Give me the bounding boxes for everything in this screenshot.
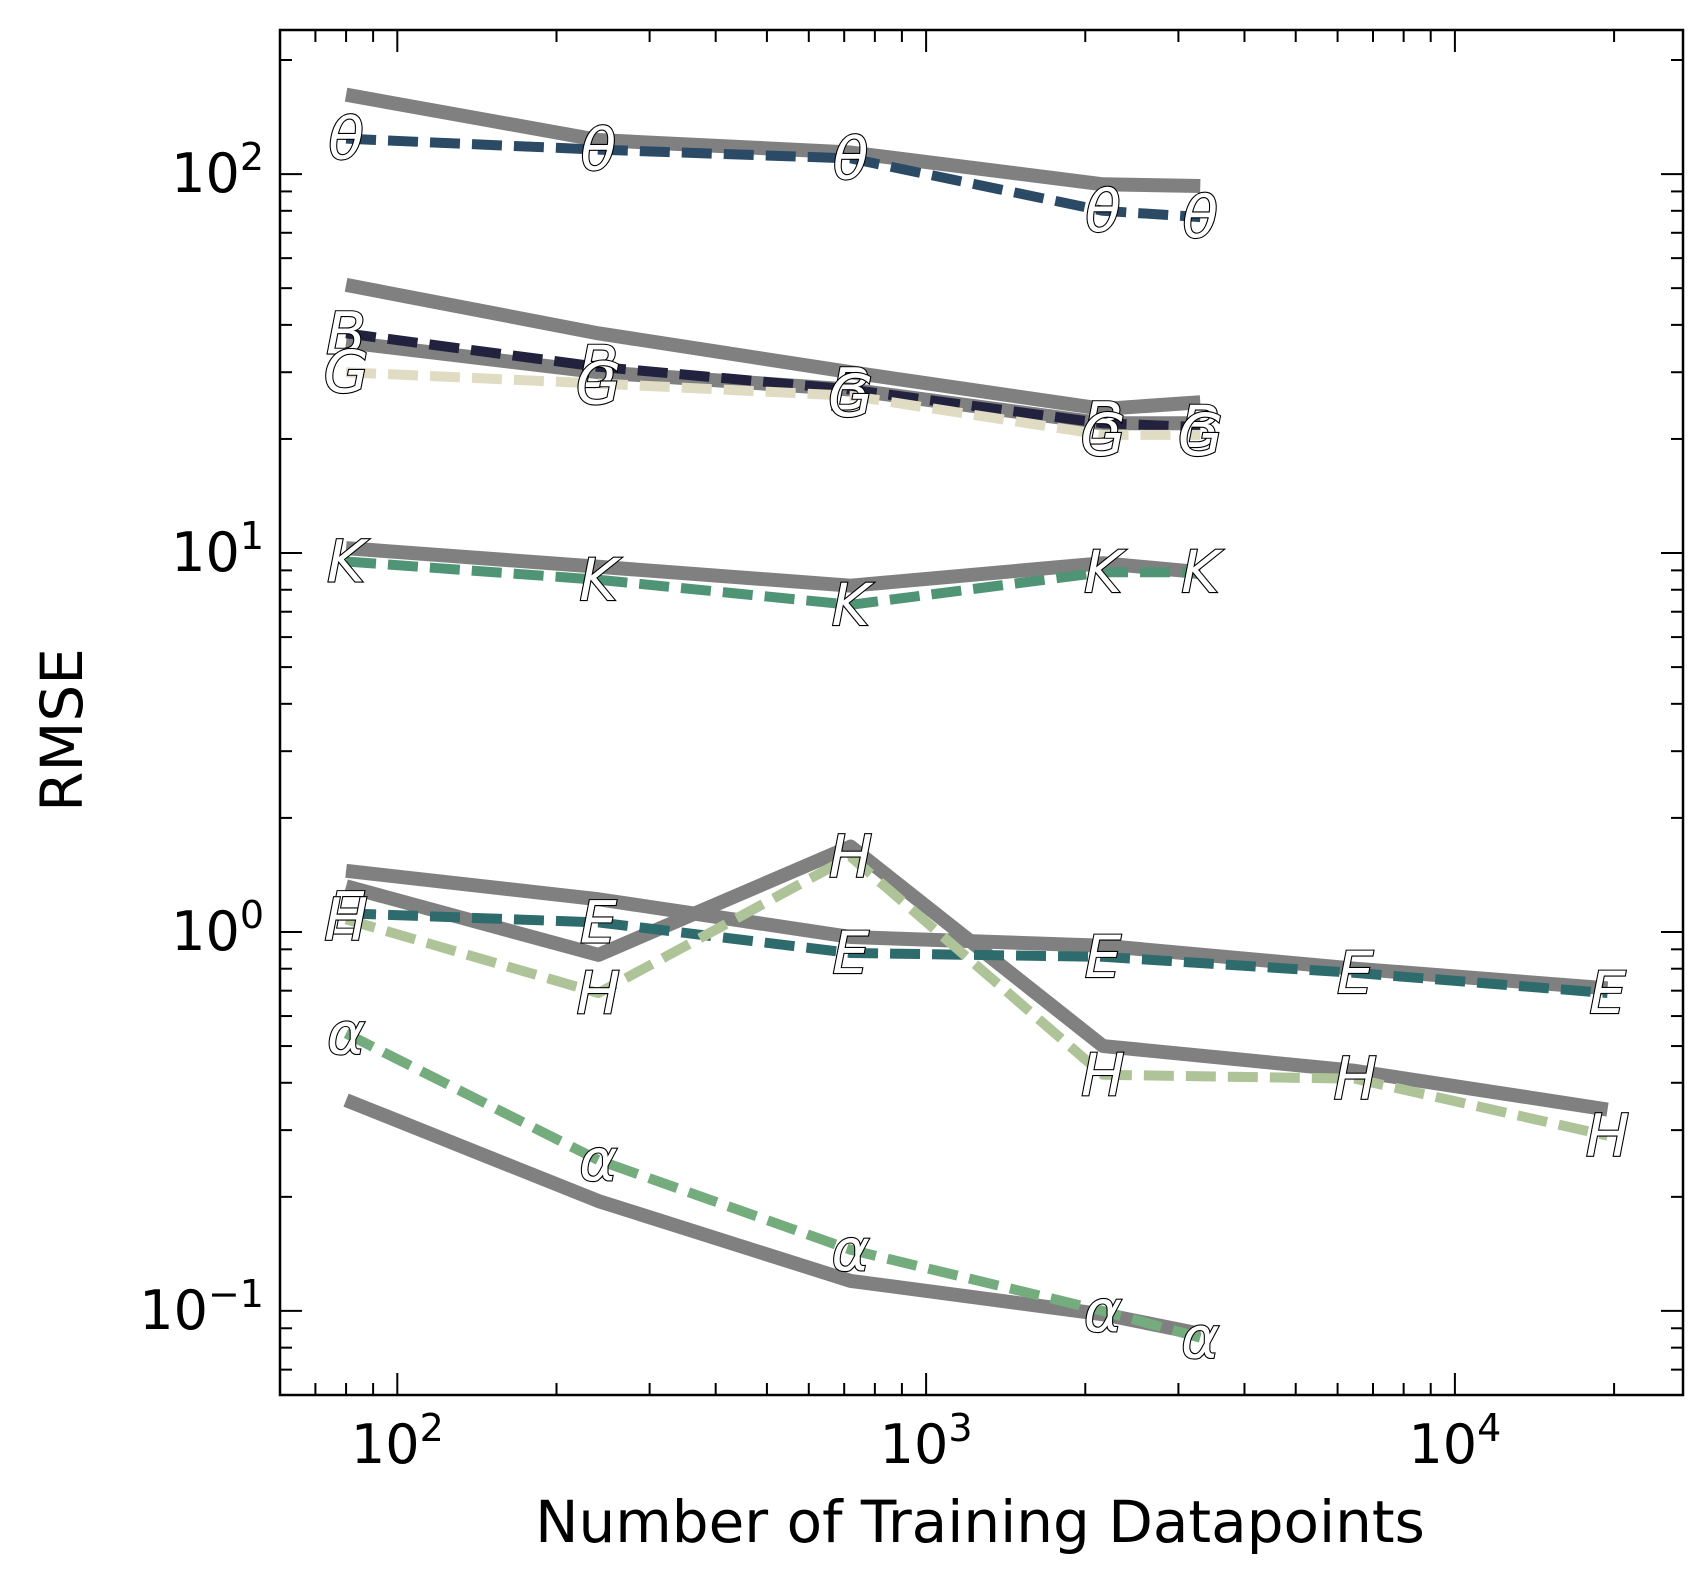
series-line-4 — [345, 908, 1608, 999]
x-tick-label: 104 — [1408, 1406, 1501, 1476]
point-label-0-4: θ — [1183, 183, 1219, 251]
y-tick-label: 100 — [171, 893, 264, 963]
point-label-6-3: α — [1084, 1277, 1122, 1345]
point-label-5-4: H — [1333, 1045, 1377, 1113]
point-label-2-4: G — [1178, 401, 1223, 469]
point-label-4-2: E — [832, 919, 869, 987]
point-label-1-2: B — [831, 356, 871, 424]
reference-line-0 — [344, 87, 1201, 194]
point-label-5-3: H — [1081, 1041, 1125, 1109]
point-label-3-4: K — [1181, 538, 1223, 606]
reference-line-5 — [344, 839, 1609, 1117]
point-label-3-0: K — [327, 527, 369, 595]
point-label-2-0: G — [324, 338, 369, 406]
point-label-6-2: α — [832, 1216, 870, 1284]
point-label-4-5: E — [1589, 959, 1626, 1027]
point-label-2-1: G — [576, 350, 621, 418]
series-line-0 — [345, 133, 1201, 223]
point-label-2-3: G — [1080, 401, 1125, 469]
series-line-2 — [345, 367, 1201, 440]
point-label-6-1: α — [579, 1126, 617, 1194]
point-label-0-2: θ — [833, 124, 869, 192]
point-label-1-0: B — [326, 299, 366, 367]
y-axis-label: RMSE — [28, 648, 96, 812]
point-label-4-4: E — [1337, 939, 1374, 1007]
point-label-5-1: H — [577, 959, 621, 1027]
point-label-3-3: K — [1084, 538, 1126, 606]
point-label-2-2: G — [828, 362, 873, 430]
plot-frame — [278, 28, 1685, 1397]
point-label-5-2: H — [829, 823, 873, 891]
y-tick-label: 101 — [171, 514, 264, 584]
series-line-1 — [345, 328, 1201, 433]
point-label-5-5: H — [1586, 1102, 1630, 1170]
point-label-4-0: E — [328, 879, 365, 947]
point-label-1-3: B — [1083, 389, 1123, 457]
point-label-1-1: B — [578, 333, 618, 401]
x-axis-label: Number of Training Datapoints — [535, 1488, 1425, 1556]
point-label-3-1: K — [579, 546, 621, 614]
point-label-4-3: E — [1085, 923, 1122, 991]
y-tick-label: 102 — [171, 135, 264, 205]
point-label-6-4: α — [1181, 1304, 1219, 1372]
point-label-0-3: θ — [1085, 177, 1121, 245]
point-label-1-4: B — [1180, 393, 1220, 461]
point-label-5-0: H — [324, 885, 368, 953]
point-label-3-2: K — [832, 571, 874, 639]
series-line-3 — [345, 556, 1201, 610]
point-label-4-1: E — [580, 888, 617, 956]
x-tick-label: 102 — [351, 1406, 444, 1476]
x-tick-label: 103 — [880, 1406, 973, 1476]
series-line-5 — [344, 851, 1609, 1141]
point-label-0-1: θ — [581, 116, 617, 184]
reference-line-1 — [344, 278, 1201, 416]
axes: 102 103 104 10−1 100 101 102 — [139, 28, 1685, 1476]
point-label-6-0: α — [327, 999, 365, 1067]
y-tick-label: 10−1 — [139, 1272, 264, 1342]
reference-line-3 — [345, 541, 1201, 593]
point-label-0-0: θ — [328, 105, 364, 173]
series-line-6 — [343, 1028, 1202, 1343]
